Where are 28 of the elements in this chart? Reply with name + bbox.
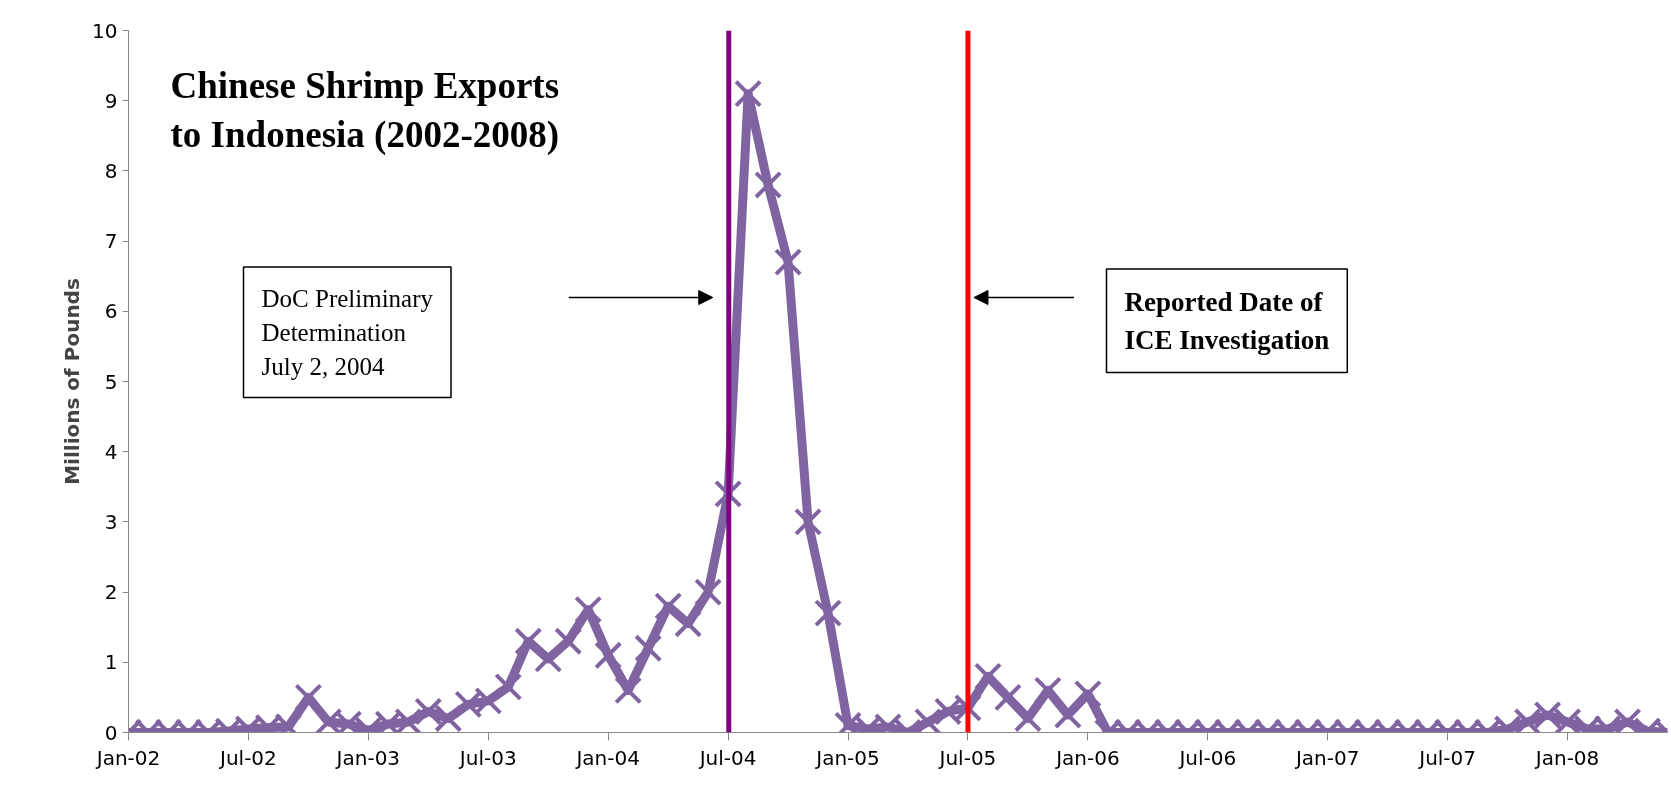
x-tick-label: Jan-05 bbox=[814, 745, 880, 770]
x-tick-label: Jan-02 bbox=[94, 745, 161, 770]
y-tick-label: 3 bbox=[104, 509, 118, 534]
x-tick-label: Jul-05 bbox=[937, 745, 997, 770]
x-tick-label: Jan-06 bbox=[1054, 745, 1120, 770]
x-tick-label: Jan-03 bbox=[334, 745, 401, 770]
y-tick-label: 9 bbox=[104, 88, 118, 113]
y-tick-label: 1 bbox=[104, 650, 118, 675]
x-tick-label: Jan-04 bbox=[574, 745, 640, 770]
x-tick-label: Jul-03 bbox=[457, 745, 517, 770]
y-tick-label: 5 bbox=[104, 369, 118, 394]
x-tick-label: Jul-07 bbox=[1417, 745, 1477, 770]
x-tick-label: Jul-06 bbox=[1177, 745, 1237, 770]
x-tick-label: Jul-02 bbox=[218, 745, 277, 770]
text: Chinese Shrimp Exports to Indonesia (2002-2008) bbox=[170, 65, 560, 157]
x-tick-label: Jan-08 bbox=[1533, 745, 1600, 770]
x-tick-label: Jan-07 bbox=[1293, 745, 1360, 770]
y-tick-label: 6 bbox=[104, 299, 118, 324]
x-tick-label: Jul-04 bbox=[697, 745, 757, 770]
y-tick-label: 10 bbox=[92, 18, 118, 43]
y-tick-label: 8 bbox=[104, 158, 118, 183]
y-tick-label: 4 bbox=[104, 439, 118, 464]
annotation: DoC Preliminary Determination July 2, 2004 bbox=[261, 285, 434, 380]
y-tick-label: 7 bbox=[104, 229, 118, 254]
y-tick-label: 0 bbox=[104, 720, 118, 745]
y-tick-label: 2 bbox=[104, 580, 118, 605]
y-axis-title: Millions of Pounds bbox=[60, 278, 85, 485]
annotation: Reported Date of ICE Investigation bbox=[1124, 287, 1330, 355]
